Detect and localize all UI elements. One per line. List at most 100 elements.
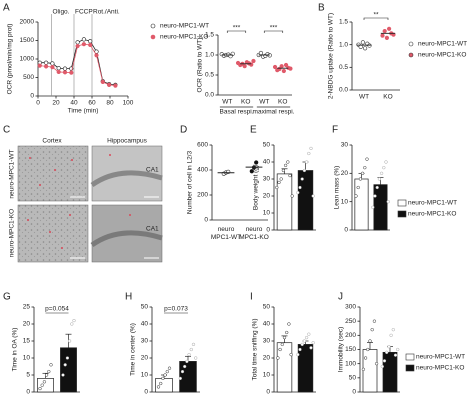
legend-label: neuro-MPC1-WT bbox=[416, 354, 465, 361]
data-point bbox=[290, 194, 294, 198]
y-tick-label: 30 bbox=[341, 142, 349, 149]
y-tick-label: 0 bbox=[204, 217, 208, 224]
cell-layer bbox=[90, 230, 163, 248]
data-point bbox=[363, 356, 368, 360]
data-point bbox=[391, 328, 395, 332]
bar bbox=[297, 344, 314, 393]
data-point bbox=[50, 61, 55, 66]
y-tick-label: 20 bbox=[263, 355, 271, 362]
x-tick-label: 20 bbox=[52, 100, 60, 107]
micrograph bbox=[17, 145, 89, 202]
data-point bbox=[365, 157, 369, 161]
y-tick-label: 40 bbox=[263, 321, 271, 328]
data-point bbox=[81, 42, 86, 47]
legend-swatch bbox=[408, 52, 414, 58]
bar bbox=[373, 184, 388, 231]
data-point bbox=[280, 342, 284, 347]
bar bbox=[155, 378, 173, 393]
data-point bbox=[309, 346, 313, 350]
significance: ** bbox=[373, 12, 379, 19]
y-axis-label: OCR (Ratio to WT) bbox=[197, 38, 204, 93]
data-point bbox=[282, 335, 287, 340]
y-tick-label: 200 bbox=[197, 192, 208, 199]
y-axis-label: Immobility (sec) bbox=[338, 327, 345, 373]
region-label: CA1 bbox=[146, 226, 159, 233]
data-point bbox=[354, 194, 358, 198]
legend-swatch bbox=[405, 364, 415, 372]
data-point bbox=[61, 373, 65, 377]
annotation: FCCP bbox=[75, 9, 93, 16]
data-point bbox=[298, 185, 302, 190]
y-tick-label: 30 bbox=[263, 338, 271, 345]
data-point bbox=[249, 169, 254, 174]
y-tick-label: 1.0 bbox=[339, 41, 348, 48]
column-label: Hippocampus bbox=[107, 138, 147, 145]
bar bbox=[362, 349, 378, 393]
y-tick-label: 500 bbox=[23, 74, 34, 81]
y-tick-label: 0.5 bbox=[205, 72, 214, 79]
data-point bbox=[304, 335, 309, 340]
data-point bbox=[43, 60, 49, 65]
data-point bbox=[185, 359, 189, 364]
legend-swatch bbox=[150, 34, 156, 40]
data-point bbox=[387, 345, 391, 349]
y-tick-label: 20 bbox=[263, 193, 271, 200]
panel-label: D bbox=[180, 125, 187, 136]
panel-label: B bbox=[318, 3, 325, 14]
y-tick-label: 20 bbox=[341, 170, 349, 177]
data-point bbox=[307, 151, 311, 156]
y-tick-label: 10 bbox=[141, 372, 149, 379]
data-point bbox=[304, 160, 309, 164]
data-point bbox=[70, 322, 74, 326]
panel-label: C bbox=[3, 125, 10, 136]
cell-layer bbox=[90, 170, 163, 188]
y-tick-label: 200 bbox=[345, 332, 356, 339]
data-point bbox=[47, 369, 51, 374]
column-label: Cortex bbox=[42, 138, 62, 145]
y-axis-label: Lean mass (%) bbox=[334, 166, 341, 210]
data-point bbox=[375, 185, 379, 190]
data-point bbox=[288, 173, 292, 178]
y-tick-label: 1000 bbox=[20, 56, 35, 63]
bar bbox=[297, 170, 314, 231]
data-point bbox=[380, 364, 384, 369]
legend-label: neuro-MPC1-KO bbox=[418, 52, 466, 59]
data-point bbox=[62, 66, 68, 71]
data-point bbox=[296, 190, 300, 195]
data-point bbox=[358, 44, 363, 50]
data-point bbox=[242, 64, 247, 69]
data-point bbox=[194, 356, 198, 360]
panel-label: F bbox=[332, 125, 338, 136]
annotation: Oligo. bbox=[53, 9, 70, 16]
region-label: CA1 bbox=[146, 167, 159, 174]
x-axis-label: Time (min) bbox=[68, 108, 99, 115]
data-point bbox=[387, 26, 392, 31]
significance: *** bbox=[233, 25, 241, 32]
data-point bbox=[191, 342, 196, 347]
data-point bbox=[81, 37, 86, 42]
data-point bbox=[56, 69, 61, 75]
y-tick-label: 0 bbox=[26, 389, 30, 396]
group-label: maximal respi. bbox=[253, 109, 295, 116]
data-point bbox=[380, 33, 385, 38]
y-tick-label: 30 bbox=[141, 338, 149, 345]
legend-swatch bbox=[397, 210, 407, 218]
y-tick-label: 40 bbox=[141, 321, 149, 328]
y-tick-label: 0.5 bbox=[339, 64, 348, 71]
data-point bbox=[372, 319, 377, 323]
y-tick-label: 150 bbox=[345, 346, 356, 353]
data-point bbox=[106, 82, 112, 87]
y-tick-label: 0.0 bbox=[339, 87, 348, 94]
significance: *** bbox=[270, 25, 278, 32]
data-point bbox=[165, 369, 169, 374]
y-tick-label: 2000 bbox=[20, 19, 35, 26]
y-tick-label: 10 bbox=[341, 198, 349, 205]
data-point bbox=[258, 50, 264, 56]
data-point bbox=[363, 166, 367, 170]
y-axis-label: Time in OA (%) bbox=[12, 328, 19, 372]
p-value: p=0.054 bbox=[45, 306, 69, 313]
data-point bbox=[361, 367, 366, 371]
panel-label: I bbox=[250, 292, 253, 303]
significance-bracket bbox=[226, 30, 247, 33]
